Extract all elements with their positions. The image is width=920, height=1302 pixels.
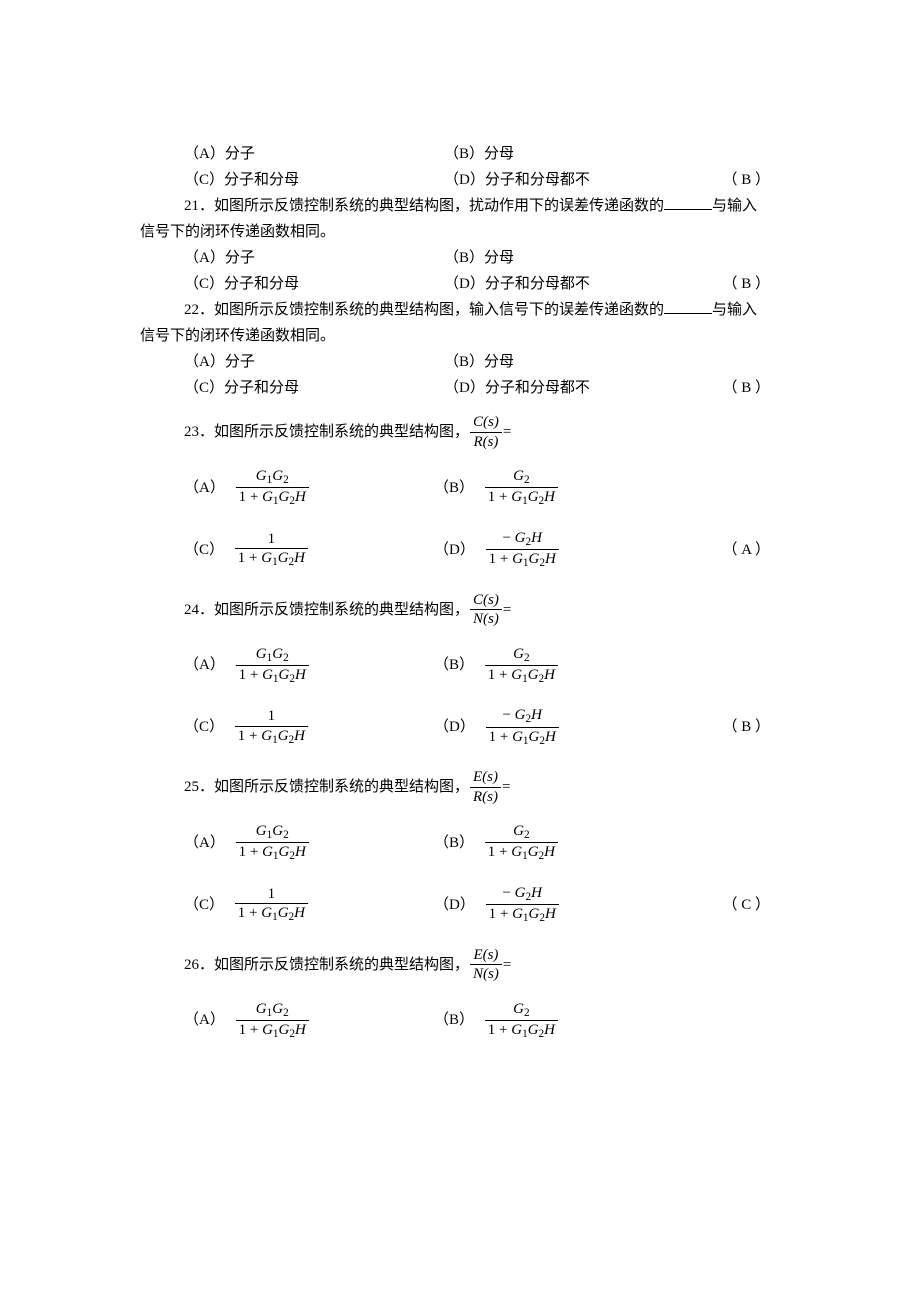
q22-answer: （ B ） — [704, 376, 780, 400]
q21-opt-d: （D）分子和分母都不 — [444, 272, 704, 296]
q21-opt-c: （C）分子和分母 — [140, 272, 444, 296]
qtop-opt-d: （D）分子和分母都不 — [444, 168, 704, 192]
q24-pre: ．如图所示反馈控制系统的典型结构图， — [199, 602, 469, 618]
q22-options-row1: （A）分子 （B）分母 — [140, 350, 780, 374]
q26-num: 26 — [184, 957, 199, 973]
q24-num: 24 — [184, 602, 199, 618]
qtop-answer: （ B ） — [704, 168, 780, 192]
q23-opt-b: （B） G21 + G1G2H — [434, 468, 684, 508]
q25-opt-d: （D） − G2H1 + G1G2H — [434, 885, 684, 925]
page: （A）分子 （B）分母 （C）分子和分母 （D）分子和分母都不 （ B ） 21… — [0, 0, 920, 1102]
qtop-opt-a: （A）分子 — [140, 142, 444, 166]
q24-opt-a: （A） G1G21 + G1G2H — [140, 646, 434, 686]
q22-opt-a: （A）分子 — [140, 350, 444, 374]
q26-opts-row1: （A） G1G21 + G1G2H （B） G21 + G1G2H — [140, 1001, 780, 1041]
q26-pre: ．如图所示反馈控制系统的典型结构图， — [199, 957, 469, 973]
q24-opts-row2: （C） 11 + G1G2H （D） − G2H1 + G1G2H （ B ） — [140, 707, 780, 747]
q23-lhs: C(s) R(s) — [470, 414, 502, 450]
q25-opt-a: （A） G1G21 + G1G2H — [140, 823, 434, 863]
q23-opt-d: （D） − G2H1 + G1G2H — [434, 530, 684, 570]
q22-opt-b: （B）分母 — [444, 350, 704, 374]
q25-opts-row1: （A） G1G21 + G1G2H （B） G21 + G1G2H — [140, 823, 780, 863]
q23-stem: 23．如图所示反馈控制系统的典型结构图， C(s) R(s) = — [140, 414, 780, 450]
q21-stem: 21．如图所示反馈控制系统的典型结构图，扰动作用下的误差传递函数的 与输入 — [140, 194, 780, 218]
q21-options-row1: （A）分子 （B）分母 — [140, 246, 780, 270]
q21-text1: 21．如图所示反馈控制系统的典型结构图，扰动作用下的误差传递函数的 — [184, 198, 664, 214]
q26-lhs: E(s) N(s) — [470, 947, 502, 983]
q22-text1b: 与输入 — [712, 302, 757, 318]
q24-stem: 24．如图所示反馈控制系统的典型结构图， C(s) N(s) = — [140, 592, 780, 628]
q22-text1: 22．如图所示反馈控制系统的典型结构图，输入信号下的误差传递函数的 — [184, 302, 664, 318]
q23-opts-row2: （C） 11 + G1G2H （D） − G2H1 + G1G2H （ A ） — [140, 530, 780, 570]
q23-num: 23 — [184, 424, 199, 440]
q21-opt-b: （B）分母 — [444, 246, 704, 270]
q25-answer: （ C ） — [684, 893, 780, 917]
q25-eq: = — [502, 775, 510, 799]
q23-opt-a: （A） G1G21 + G1G2H — [140, 468, 434, 508]
q21-answer: （ B ） — [704, 272, 780, 296]
q22-opt-c: （C）分子和分母 — [140, 376, 444, 400]
q24-opt-d: （D） − G2H1 + G1G2H — [434, 707, 684, 747]
q22-options-row2: （C）分子和分母 （D）分子和分母都不 （ B ） — [140, 376, 780, 400]
q25-pre: ．如图所示反馈控制系统的典型结构图， — [199, 779, 469, 795]
qtop-options-row1: （A）分子 （B）分母 — [140, 142, 780, 166]
q26-opt-b: （B） G21 + G1G2H — [434, 1001, 684, 1041]
q24-answer: （ B ） — [684, 715, 780, 739]
q25-stem: 25．如图所示反馈控制系统的典型结构图， E(s) R(s) = — [140, 769, 780, 805]
q24-opt-b: （B） G21 + G1G2H — [434, 646, 684, 686]
q22-cont: 信号下的闭环传递函数相同。 — [140, 324, 780, 348]
q26-eq: = — [503, 953, 511, 977]
q25-opt-c: （C） 11 + G1G2H — [140, 886, 434, 924]
q23-pre: ．如图所示反馈控制系统的典型结构图， — [199, 424, 469, 440]
q21-text1b: 与输入 — [712, 198, 757, 214]
q23-opt-c: （C） 11 + G1G2H — [140, 531, 434, 569]
q25-opt-b: （B） G21 + G1G2H — [434, 823, 684, 863]
blank-fill-icon — [664, 195, 712, 210]
q21-options-row2: （C）分子和分母 （D）分子和分母都不 （ B ） — [140, 272, 780, 296]
qtop-opt-b: （B）分母 — [444, 142, 704, 166]
q25-lhs: E(s) R(s) — [470, 769, 501, 805]
qtop-options-row2: （C）分子和分母 （D）分子和分母都不 （ B ） — [140, 168, 780, 192]
q22-opt-d: （D）分子和分母都不 — [444, 376, 704, 400]
q25-num: 25 — [184, 779, 199, 795]
qtop-opt-c: （C）分子和分母 — [140, 168, 444, 192]
q24-eq: = — [503, 598, 511, 622]
q26-opt-a: （A） G1G21 + G1G2H — [140, 1001, 434, 1041]
q23-eq: = — [503, 420, 511, 444]
q23-answer: （ A ） — [684, 538, 780, 562]
q24-opt-c: （C） 11 + G1G2H — [140, 708, 434, 746]
q22-stem: 22．如图所示反馈控制系统的典型结构图，输入信号下的误差传递函数的 与输入 — [140, 298, 780, 322]
q25-opts-row2: （C） 11 + G1G2H （D） − G2H1 + G1G2H （ C ） — [140, 885, 780, 925]
q21-cont: 信号下的闭环传递函数相同。 — [140, 220, 780, 244]
q21-opt-a: （A）分子 — [140, 246, 444, 270]
q23-opts-row1: （A） G1G21 + G1G2H （B） G21 + G1G2H — [140, 468, 780, 508]
blank-fill-icon — [664, 299, 712, 314]
q24-opts-row1: （A） G1G21 + G1G2H （B） G21 + G1G2H — [140, 646, 780, 686]
q24-lhs: C(s) N(s) — [470, 592, 502, 628]
q26-stem: 26．如图所示反馈控制系统的典型结构图， E(s) N(s) = — [140, 947, 780, 983]
